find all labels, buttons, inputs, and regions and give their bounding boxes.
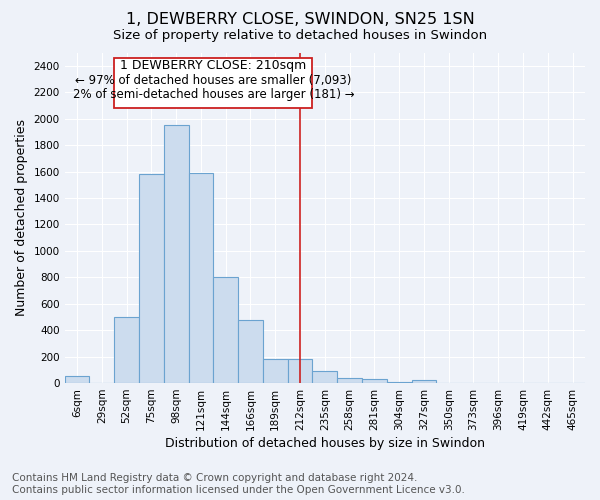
- Text: ← 97% of detached houses are smaller (7,093): ← 97% of detached houses are smaller (7,…: [75, 74, 352, 87]
- Text: 2% of semi-detached houses are larger (181) →: 2% of semi-detached houses are larger (1…: [73, 88, 354, 101]
- Bar: [164, 125, 188, 383]
- Bar: [313, 371, 337, 383]
- Bar: [387, 382, 412, 383]
- Bar: [188, 173, 214, 383]
- Bar: [263, 358, 287, 383]
- Bar: [362, 379, 387, 383]
- Bar: [337, 378, 362, 383]
- Bar: [114, 317, 139, 383]
- Text: Size of property relative to detached houses in Swindon: Size of property relative to detached ho…: [113, 29, 487, 42]
- Y-axis label: Number of detached properties: Number of detached properties: [15, 120, 28, 316]
- Text: 1, DEWBERRY CLOSE, SWINDON, SN25 1SN: 1, DEWBERRY CLOSE, SWINDON, SN25 1SN: [125, 12, 475, 28]
- Bar: [412, 380, 436, 383]
- Bar: [65, 376, 89, 383]
- X-axis label: Distribution of detached houses by size in Swindon: Distribution of detached houses by size …: [165, 437, 485, 450]
- Bar: [114, 58, 313, 108]
- Bar: [214, 278, 238, 383]
- Bar: [238, 320, 263, 383]
- Bar: [139, 174, 164, 383]
- Text: 1 DEWBERRY CLOSE: 210sqm: 1 DEWBERRY CLOSE: 210sqm: [120, 59, 307, 72]
- Text: Contains HM Land Registry data © Crown copyright and database right 2024.
Contai: Contains HM Land Registry data © Crown c…: [12, 474, 465, 495]
- Bar: [287, 360, 313, 383]
